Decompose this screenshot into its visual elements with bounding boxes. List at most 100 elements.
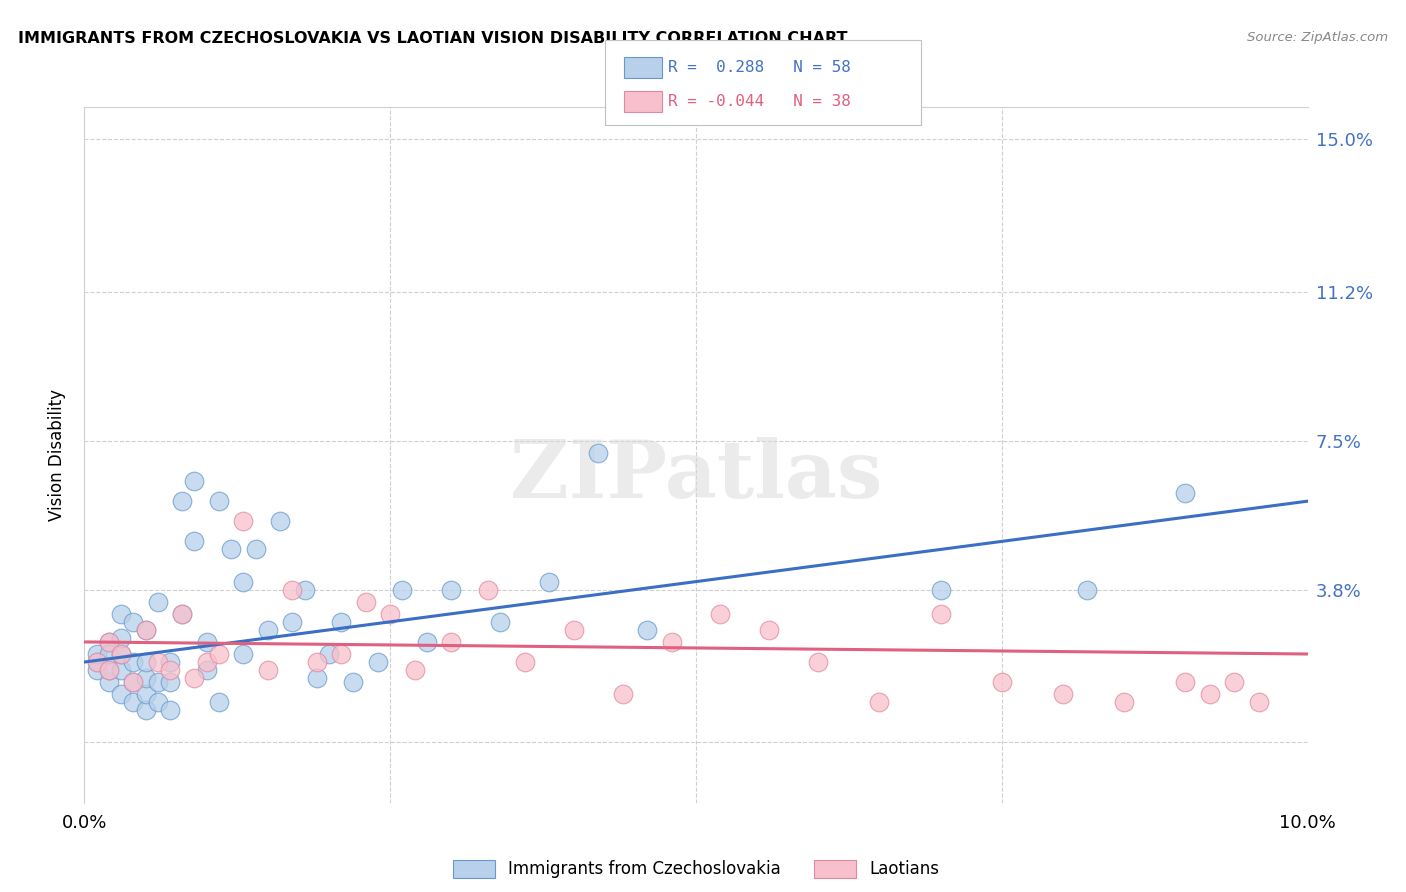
Point [208,695,231,709]
Point [380,607,402,621]
Point [135,655,157,669]
Point [562,623,585,637]
Point [146,695,169,709]
Point [97,663,120,677]
Text: Source: ZipAtlas.com: Source: ZipAtlas.com [1247,31,1388,45]
Point [172,607,194,621]
Point [318,647,340,661]
Point [97,635,120,649]
Point [661,635,683,649]
Point [146,655,169,669]
Point [257,663,280,677]
Point [146,595,169,609]
Point [416,635,439,649]
Point [257,623,280,637]
Point [110,647,132,661]
Point [219,542,242,557]
Point [159,663,181,677]
Point [86,663,108,677]
Point [146,675,169,690]
Point [208,647,231,661]
Point [1247,695,1270,709]
Point [477,582,499,597]
Point [354,595,377,609]
Point [489,615,512,629]
Point [172,494,194,508]
Point [440,635,463,649]
Text: IMMIGRANTS FROM CZECHOSLOVAKIA VS LAOTIAN VISION DISABILITY CORRELATION CHART: IMMIGRANTS FROM CZECHOSLOVAKIA VS LAOTIA… [18,31,848,46]
Point [612,687,634,701]
Point [195,655,218,669]
Point [135,623,157,637]
Point [122,695,145,709]
Point [208,494,231,508]
Point [97,663,120,677]
Point [1174,675,1197,690]
Point [869,695,891,709]
Point [195,663,218,677]
Point [586,446,609,460]
Point [110,687,132,701]
Point [1174,486,1197,500]
Point [97,647,120,661]
Point [97,635,120,649]
Point [929,607,952,621]
Point [281,582,304,597]
Point [110,607,132,621]
Point [195,635,218,649]
Point [110,647,132,661]
Point [636,623,658,637]
Point [135,687,157,701]
Point [86,647,108,661]
Point [807,655,830,669]
Y-axis label: Vision Disability: Vision Disability [48,389,66,521]
Point [991,675,1014,690]
Legend: Immigrants from Czechoslovakia, Laotians: Immigrants from Czechoslovakia, Laotians [446,853,946,885]
Point [159,703,181,717]
Point [110,663,132,677]
Point [709,607,731,621]
Point [281,615,304,629]
Point [1114,695,1136,709]
Text: R = -0.044   N = 38: R = -0.044 N = 38 [668,95,851,109]
Point [122,675,145,690]
Point [1052,687,1074,701]
Point [1198,687,1220,701]
Point [367,655,389,669]
Point [330,647,353,661]
Point [294,582,316,597]
Point [440,582,463,597]
Point [86,655,108,669]
Point [1076,582,1098,597]
Point [232,514,254,528]
Point [159,655,181,669]
Point [135,671,157,685]
Point [122,655,145,669]
Point [135,703,157,717]
Point [538,574,561,589]
Point [159,675,181,690]
Point [330,615,353,629]
Point [183,534,205,549]
Point [758,623,780,637]
Point [232,647,254,661]
Point [269,514,291,528]
Point [305,655,328,669]
Point [183,671,205,685]
Point [929,582,952,597]
Point [110,631,132,645]
Point [342,675,364,690]
Text: R =  0.288   N = 58: R = 0.288 N = 58 [668,61,851,75]
Point [97,675,120,690]
Point [305,671,328,685]
Point [391,582,413,597]
Point [245,542,267,557]
Text: ZIPatlas: ZIPatlas [510,437,882,515]
Point [122,615,145,629]
Point [86,655,108,669]
Point [232,574,254,589]
Point [122,675,145,690]
Point [183,474,205,488]
Point [135,623,157,637]
Point [1223,675,1246,690]
